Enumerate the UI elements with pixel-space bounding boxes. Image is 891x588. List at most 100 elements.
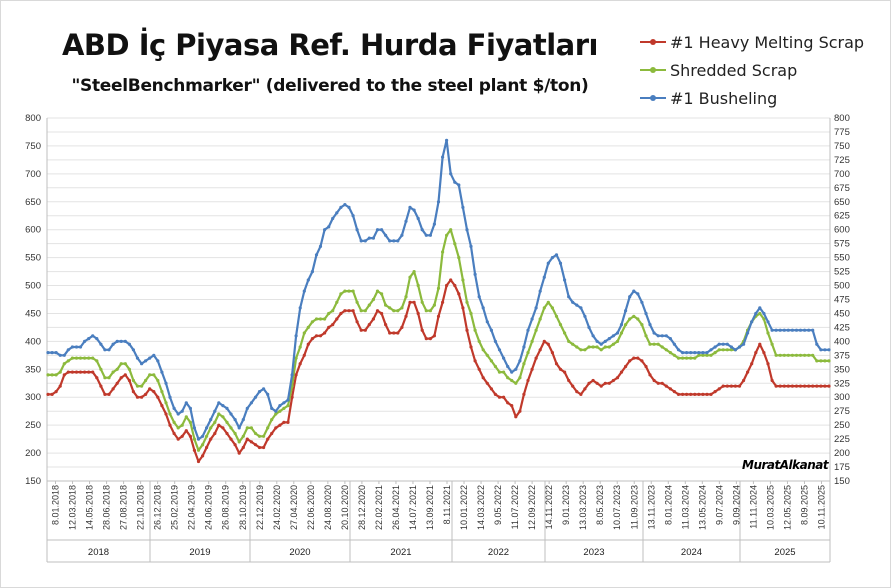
data-point-heavy-melting bbox=[746, 370, 750, 374]
data-point-heavy-melting bbox=[180, 434, 184, 438]
data-point-busheling bbox=[648, 323, 652, 327]
x-date-label: 14.07.2021 bbox=[408, 485, 418, 530]
data-point-busheling bbox=[331, 216, 335, 221]
data-point-heavy-melting bbox=[571, 384, 575, 388]
data-point-shredded bbox=[636, 317, 640, 321]
data-point-heavy-melting bbox=[176, 437, 180, 441]
data-point-busheling bbox=[436, 200, 441, 204]
data-point-busheling bbox=[432, 222, 436, 226]
data-point-busheling bbox=[188, 406, 192, 410]
data-point-shredded bbox=[135, 384, 140, 388]
data-point-heavy-melting bbox=[91, 370, 95, 374]
data-point-heavy-melting bbox=[156, 395, 160, 399]
x-date-label: 14.05.2018 bbox=[85, 485, 95, 530]
data-point-shredded bbox=[567, 339, 571, 343]
data-point-busheling bbox=[78, 345, 83, 349]
data-point-heavy-melting bbox=[595, 381, 599, 385]
data-point-heavy-melting bbox=[196, 459, 201, 464]
y-tick-label-left: 150 bbox=[25, 476, 41, 487]
data-point-heavy-melting bbox=[445, 283, 449, 288]
series-line-heavy-melting bbox=[48, 278, 829, 463]
data-point-busheling bbox=[91, 334, 95, 338]
data-point-shredded bbox=[144, 378, 148, 383]
data-point-busheling bbox=[87, 337, 91, 341]
data-point-shredded bbox=[99, 367, 103, 371]
data-point-heavy-melting bbox=[550, 351, 555, 355]
data-point-busheling bbox=[473, 272, 477, 276]
data-point-busheling bbox=[611, 334, 616, 338]
data-point-heavy-melting bbox=[111, 387, 115, 391]
data-point-shredded bbox=[766, 331, 770, 335]
data-point-heavy-melting bbox=[733, 384, 738, 388]
data-point-heavy-melting bbox=[50, 392, 54, 396]
x-date-label: 27.08.2018 bbox=[119, 485, 129, 530]
data-point-busheling bbox=[493, 339, 497, 343]
data-point-busheling bbox=[725, 342, 729, 346]
data-point-busheling bbox=[70, 345, 74, 349]
data-point-heavy-melting bbox=[441, 300, 445, 304]
data-point-heavy-melting bbox=[599, 384, 603, 388]
x-date-label: 12.09.2022 bbox=[527, 485, 537, 530]
data-point-shredded bbox=[107, 376, 111, 380]
x-date-label: 26.04.2021 bbox=[391, 485, 401, 530]
data-point-busheling bbox=[546, 261, 550, 265]
data-point-heavy-melting bbox=[135, 395, 140, 399]
data-point-busheling bbox=[201, 434, 205, 438]
data-point-busheling bbox=[384, 233, 388, 237]
year-label: 2020 bbox=[289, 547, 310, 558]
data-point-busheling bbox=[367, 236, 371, 240]
data-point-heavy-melting bbox=[184, 429, 188, 433]
data-point-busheling bbox=[664, 334, 668, 338]
data-point-shredded bbox=[46, 373, 50, 377]
data-point-busheling bbox=[119, 339, 123, 343]
data-point-shredded bbox=[172, 420, 176, 424]
x-date-label: 13.09.2021 bbox=[425, 485, 435, 530]
data-point-shredded bbox=[266, 426, 270, 430]
data-point-heavy-melting bbox=[685, 392, 689, 396]
data-point-busheling bbox=[115, 339, 119, 343]
data-point-shredded bbox=[367, 303, 371, 307]
data-point-shredded bbox=[249, 426, 253, 430]
data-point-shredded bbox=[481, 348, 485, 352]
data-point-shredded bbox=[396, 309, 400, 313]
data-point-shredded bbox=[774, 353, 778, 357]
data-point-shredded bbox=[685, 356, 689, 360]
data-point-busheling bbox=[420, 228, 424, 232]
data-point-shredded bbox=[217, 412, 221, 416]
data-point-heavy-melting bbox=[542, 339, 546, 343]
x-date-label: 22.02.2021 bbox=[374, 485, 384, 530]
data-point-busheling bbox=[729, 345, 734, 349]
data-point-shredded bbox=[91, 356, 95, 360]
data-point-heavy-melting bbox=[58, 384, 62, 388]
data-point-heavy-melting bbox=[436, 314, 441, 318]
year-label: 2025 bbox=[774, 547, 795, 558]
data-point-shredded bbox=[489, 359, 493, 363]
data-point-heavy-melting bbox=[664, 384, 668, 388]
data-point-busheling bbox=[306, 278, 310, 282]
data-point-shredded bbox=[62, 362, 66, 366]
data-point-busheling bbox=[453, 180, 457, 184]
data-point-heavy-melting bbox=[725, 384, 729, 388]
data-point-heavy-melting bbox=[640, 359, 644, 363]
data-point-heavy-melting bbox=[477, 367, 481, 371]
data-point-shredded bbox=[445, 233, 449, 237]
data-point-busheling bbox=[660, 334, 664, 338]
x-date-label: 24.06.2019 bbox=[204, 485, 214, 530]
data-point-heavy-melting bbox=[46, 392, 50, 396]
data-point-heavy-melting bbox=[327, 325, 331, 329]
data-point-heavy-melting bbox=[563, 370, 567, 374]
data-point-heavy-melting bbox=[192, 448, 196, 452]
data-point-busheling bbox=[58, 353, 62, 357]
data-point-shredded bbox=[611, 342, 616, 346]
data-point-busheling bbox=[54, 351, 58, 355]
data-point-shredded bbox=[111, 370, 115, 374]
x-date-label: 9.01.2023 bbox=[561, 485, 571, 525]
data-point-heavy-melting bbox=[579, 392, 583, 396]
data-point-shredded bbox=[428, 309, 432, 313]
x-date-label: 14.11.2022 bbox=[544, 485, 554, 529]
data-point-heavy-melting bbox=[591, 378, 595, 383]
x-date-label: 10.01.2022 bbox=[459, 485, 469, 530]
data-point-shredded bbox=[176, 426, 180, 430]
data-point-heavy-melting bbox=[705, 392, 709, 396]
data-point-heavy-melting bbox=[168, 423, 172, 427]
